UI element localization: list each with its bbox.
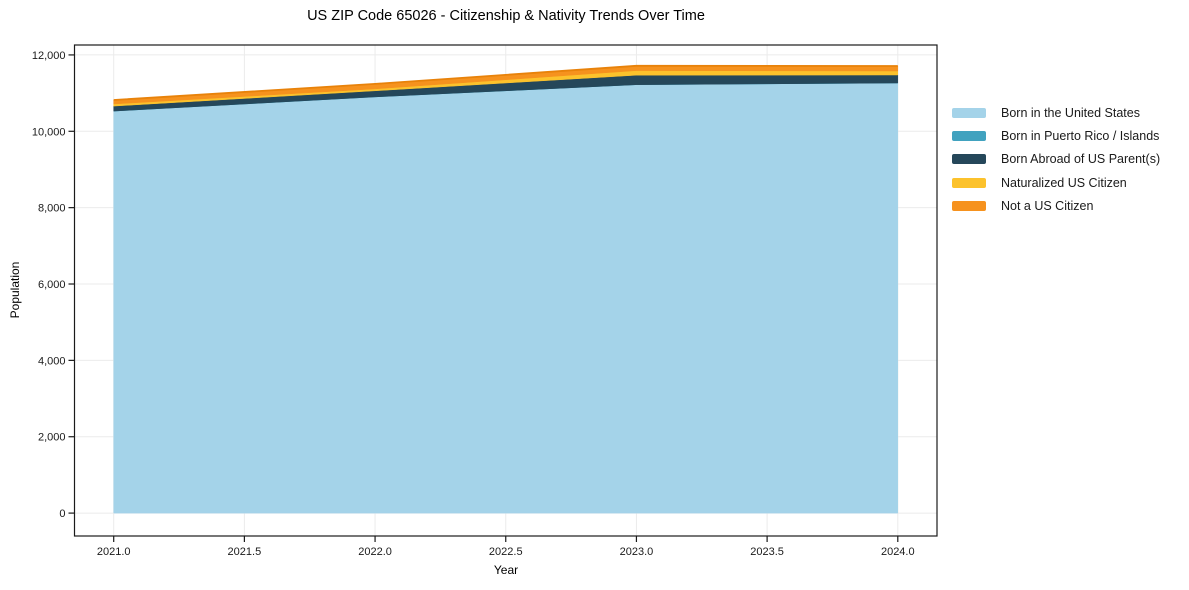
y-tick-label: 0 [59,508,65,520]
x-tick-label: 2022.0 [358,546,392,558]
legend-item-born-abroad-of-us-parent-s: Born Abroad of US Parent(s) [952,148,1160,171]
legend-item-not-a-us-citizen: Not a US Citizen [952,195,1160,218]
y-tick-label: 10,000 [32,126,66,138]
x-tick-label: 2022.5 [489,546,523,558]
legend-label: Born Abroad of US Parent(s) [1001,152,1161,167]
x-tick-label: 2021.0 [97,546,131,558]
y-tick-label: 6,000 [38,279,66,291]
area-series-born-in-the-united-states [113,82,899,514]
legend-label: Born in Puerto Rico / Islands [1001,129,1160,144]
x-tick-label: 2024.0 [881,546,915,558]
legend-label: Not a US Citizen [1001,199,1094,214]
stack-total-top-edge [113,64,898,101]
chart-title: US ZIP Code 65026 - Citizenship & Nativi… [307,8,705,24]
legend-label: Born in the United States [1001,105,1140,120]
y-tick-label: 2,000 [38,432,66,444]
legend-label: Naturalized US Citizen [1001,175,1127,190]
legend-swatch [952,201,986,212]
legend-swatch [952,177,986,188]
y-tick-label: 4,000 [38,355,66,367]
x-tick-label: 2021.5 [228,546,262,558]
legend-swatch [952,154,986,165]
x-tick-label: 2023.0 [620,546,654,558]
legend-swatch [952,131,986,142]
legend: Born in the United States Born in Puerto … [952,101,1160,218]
x-axis-label: Year [493,563,519,577]
y-tick-label: 8,000 [38,203,66,215]
legend-item-naturalized-us-citizen: Naturalized US Citizen [952,171,1160,194]
legend-item-born-in-the-united-states: Born in the United States [952,101,1160,124]
y-tick-label: 12,000 [32,50,66,62]
x-tick-label: 2023.5 [750,546,784,558]
legend-item-born-in-puerto-rico-islands: Born in Puerto Rico / Islands [952,124,1160,147]
y-axis-label: Population [8,261,22,319]
legend-swatch [952,107,986,118]
